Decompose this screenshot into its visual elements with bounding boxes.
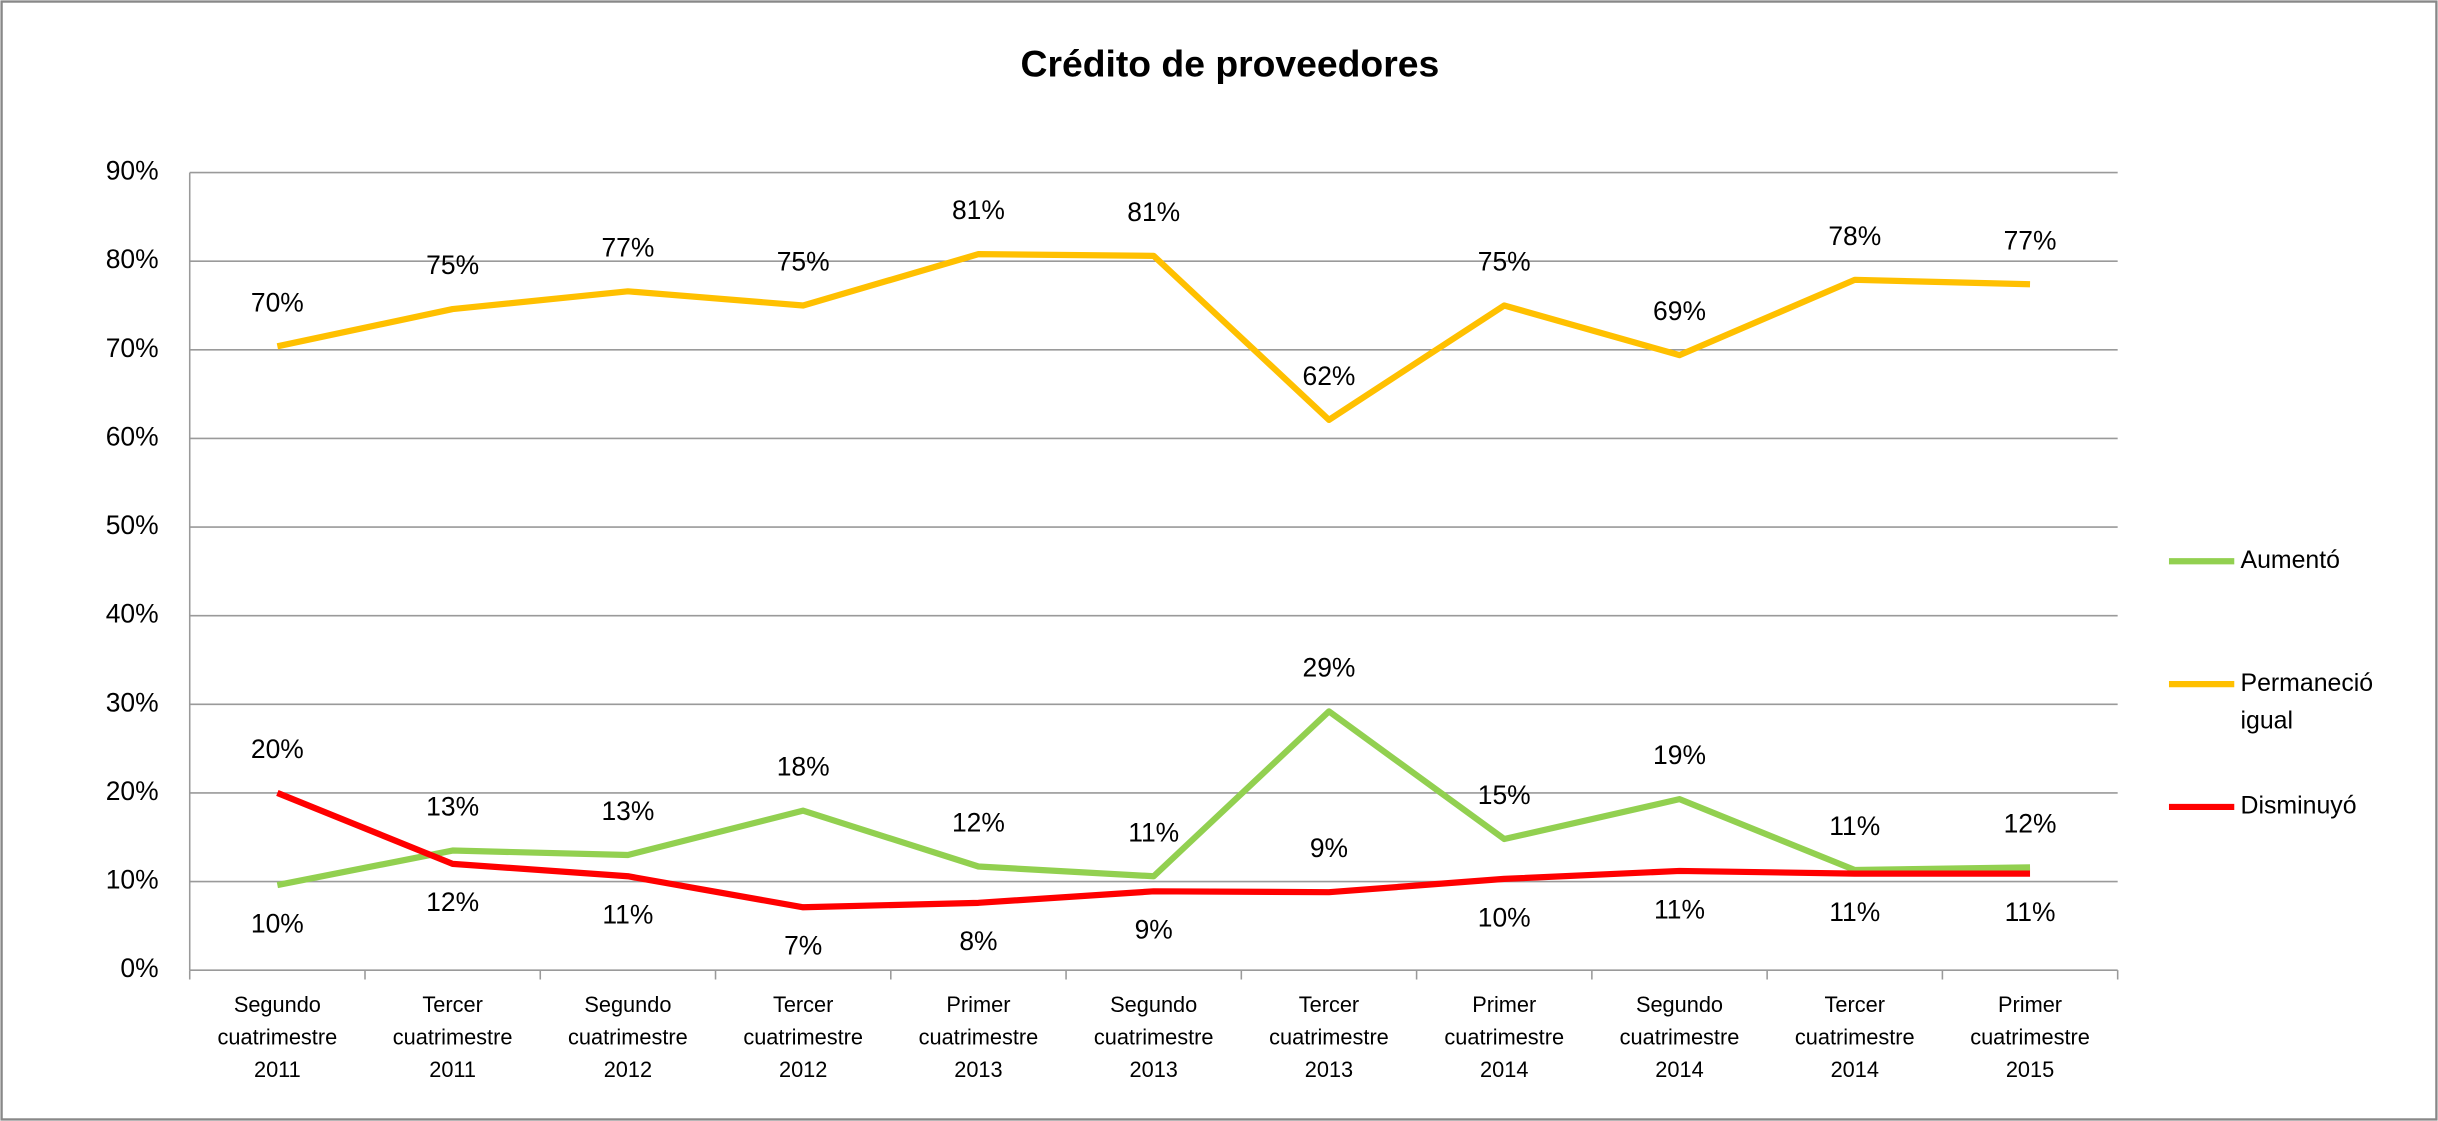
data-label: 7%: [784, 931, 822, 961]
x-tick-label: Primer cuatrimestre 2014: [1444, 992, 1564, 1082]
data-label: 69%: [1653, 296, 1706, 326]
y-tick-label: 90%: [106, 156, 159, 186]
y-tick-label: 60%: [106, 421, 159, 451]
data-label: 20%: [251, 734, 304, 764]
data-label: 10%: [251, 909, 304, 939]
y-tick-label: 40%: [106, 599, 159, 629]
data-label: 11%: [2005, 897, 2056, 927]
data-label: 75%: [1478, 247, 1531, 277]
x-tick-label: Tercer cuatrimestre 2013: [1269, 992, 1389, 1082]
y-tick-label: 70%: [106, 333, 159, 363]
data-label: 77%: [2004, 225, 2057, 255]
x-tick-label: Tercer cuatrimestre 2011: [393, 992, 513, 1082]
data-label: 81%: [1127, 197, 1180, 227]
y-tick-label: 20%: [106, 776, 159, 806]
y-tick-label: 80%: [106, 244, 159, 274]
legend-label: Permaneció igual: [2240, 669, 2373, 734]
data-label: 81%: [952, 195, 1005, 225]
data-label: 75%: [777, 247, 830, 277]
x-tick-label: Tercer cuatrimestre 2012: [743, 992, 863, 1082]
x-tick-label: Segundo cuatrimestre 2014: [1620, 992, 1740, 1082]
legend-label: Aumentó: [2240, 546, 2340, 574]
series-line: [276, 708, 2031, 889]
data-label: 11%: [602, 900, 653, 930]
y-tick-label: 10%: [106, 865, 159, 895]
data-label: 11%: [1829, 897, 1880, 927]
data-label: 15%: [1478, 780, 1531, 810]
data-label: 62%: [1303, 361, 1356, 391]
x-tick-label: Primer cuatrimestre 2013: [919, 992, 1039, 1082]
data-label: 70%: [251, 287, 304, 317]
y-tick-label: 50%: [106, 510, 159, 540]
x-tick-label: Segundo cuatrimestre 2011: [218, 992, 338, 1082]
data-label: 29%: [1303, 652, 1356, 682]
chart-title: Crédito de proveedores: [1021, 43, 1440, 85]
x-tick-label: Primer cuatrimestre 2015: [1970, 992, 2090, 1082]
data-label: 11%: [1128, 817, 1179, 847]
x-tick-label: Tercer cuatrimestre 2014: [1795, 992, 1915, 1082]
data-label: 8%: [959, 926, 997, 956]
data-label: 18%: [777, 752, 830, 782]
data-label: 11%: [1654, 894, 1705, 924]
data-label: 9%: [1310, 833, 1348, 863]
x-tick-label: Segundo cuatrimestre 2012: [568, 992, 688, 1082]
series-line: [276, 790, 2031, 911]
series-line: [276, 251, 2031, 423]
data-label: 13%: [601, 796, 654, 826]
x-tick-label: Segundo cuatrimestre 2013: [1094, 992, 1214, 1082]
y-tick-label: 30%: [106, 687, 159, 717]
data-label: 12%: [426, 887, 479, 917]
data-label: 12%: [952, 808, 1005, 838]
data-label: 13%: [426, 792, 479, 822]
data-label: 77%: [601, 232, 654, 262]
data-label: 19%: [1653, 740, 1706, 770]
legend-label: Disminuyó: [2240, 791, 2356, 819]
data-label: 78%: [1828, 221, 1881, 251]
data-label: 75%: [426, 250, 479, 280]
data-label: 10%: [1478, 902, 1531, 932]
data-label: 11%: [1829, 811, 1880, 841]
data-label: 12%: [2004, 808, 2057, 838]
data-label: 9%: [1135, 915, 1173, 945]
y-tick-label: 0%: [120, 953, 158, 983]
